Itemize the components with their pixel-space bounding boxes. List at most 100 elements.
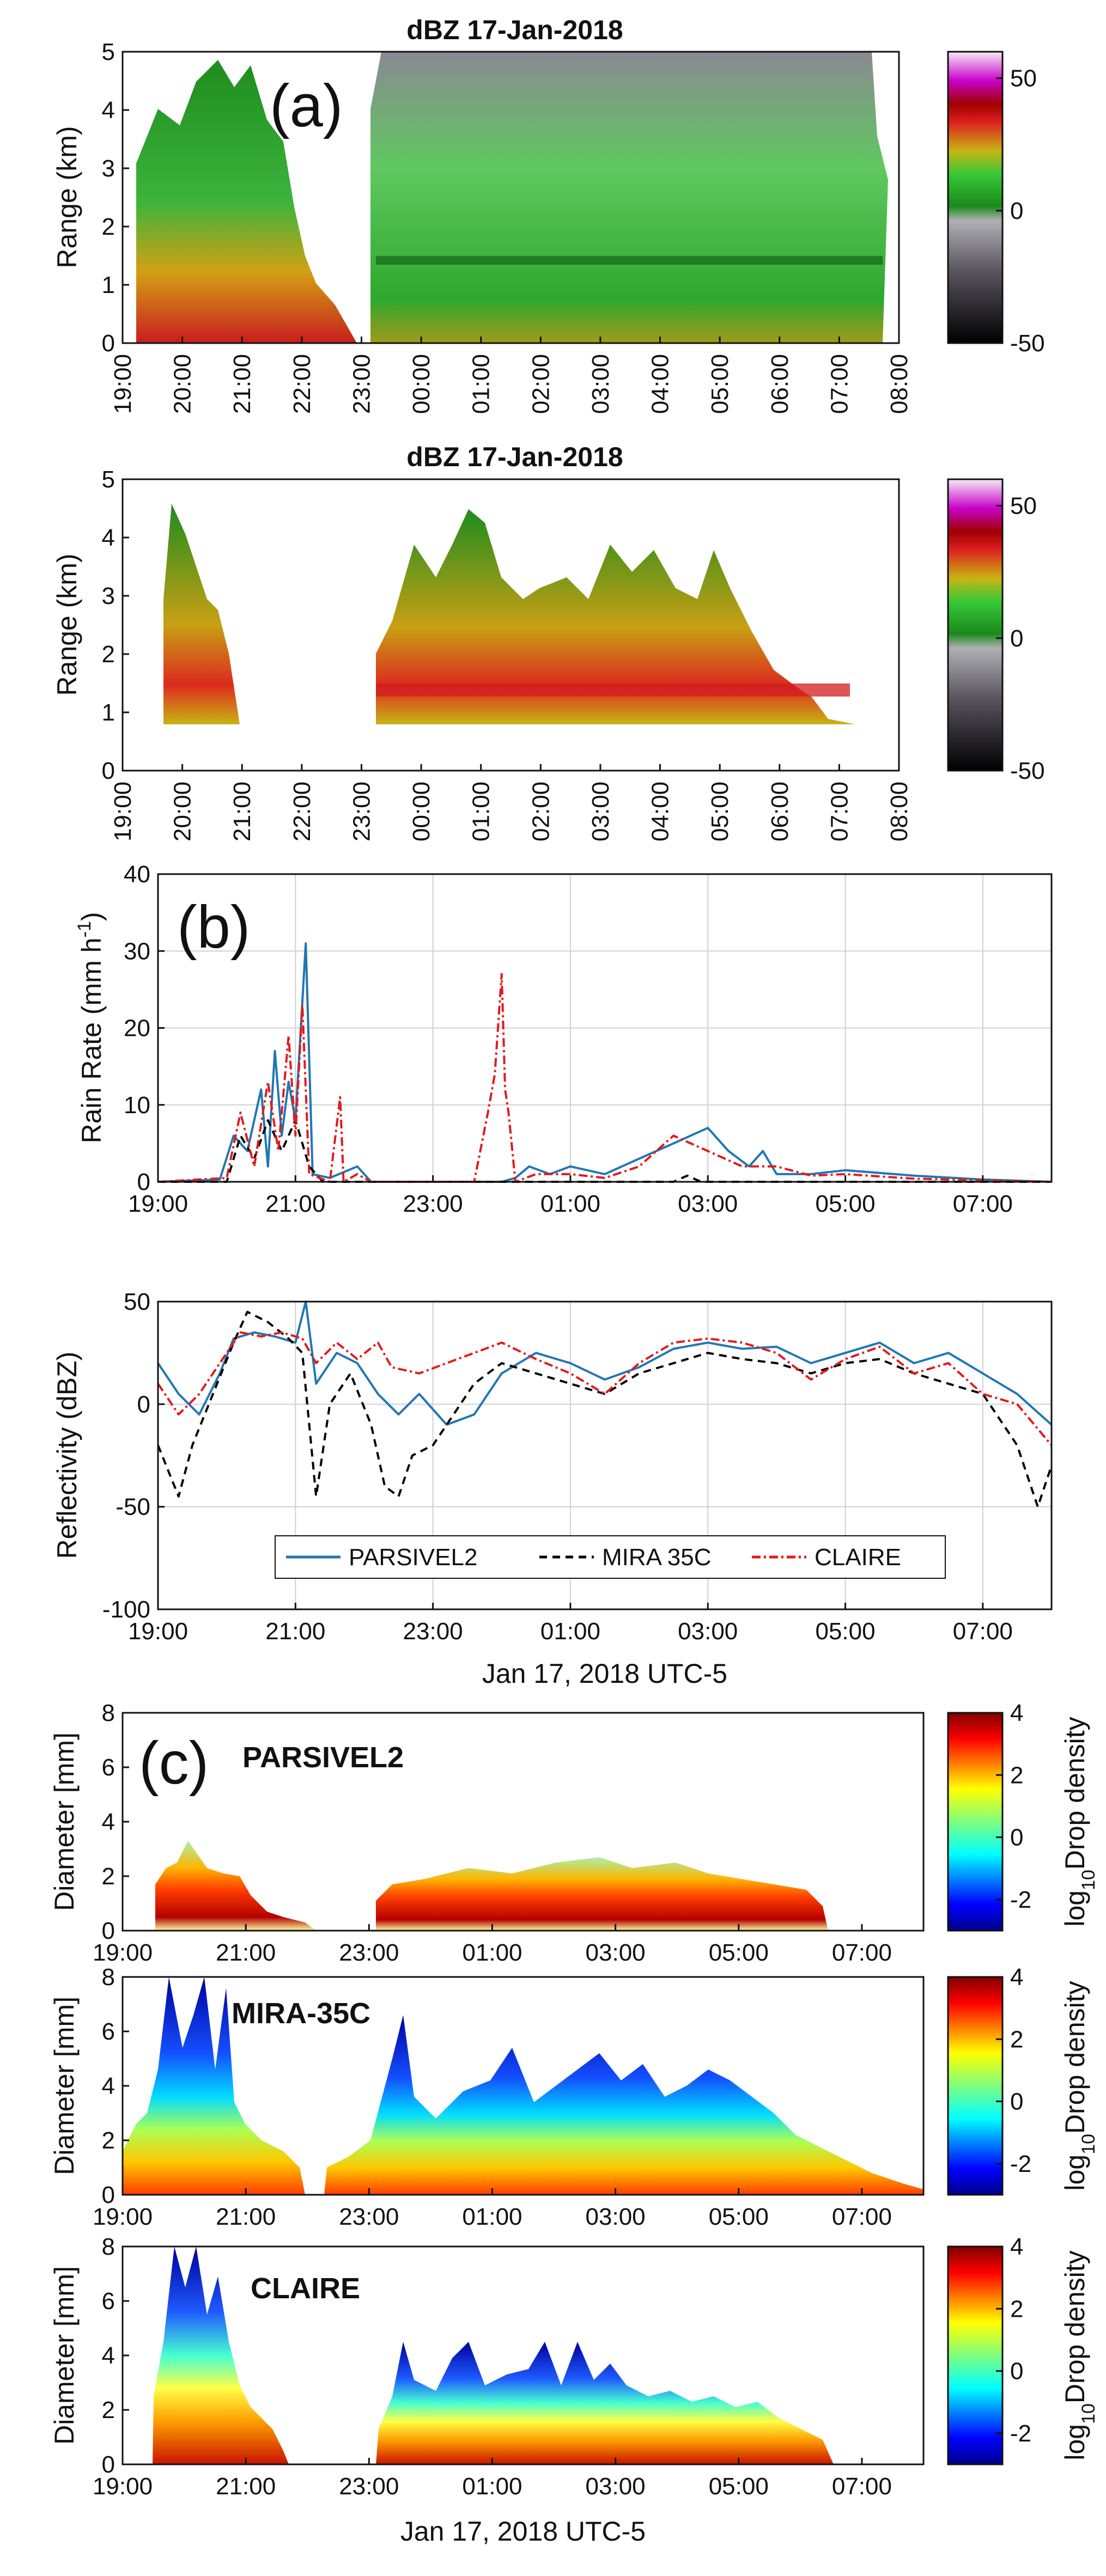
b2-xtick-label: 21:00	[265, 1618, 325, 1645]
a1-cbtick-label: 50	[1010, 65, 1037, 92]
c2-y-axis: 0 2 4 6 8	[102, 1964, 129, 2208]
a2-echo-overnight	[376, 509, 855, 724]
a2-bright-band	[376, 683, 850, 697]
b2-series-claire	[157, 1331, 1053, 1446]
a1-ytick-label: 3	[102, 155, 115, 182]
panel-c3: CLAIRE Diameter [mm] 0 2 4 6 8 19:00 21:00 23:…	[49, 2233, 1099, 2547]
c3-inset-label: CLAIRE	[251, 2272, 360, 2305]
b2-ytick-label: -100	[102, 1596, 150, 1623]
b2-series	[157, 1301, 1053, 1508]
a1-frame	[121, 51, 900, 344]
c3-ytick-label: 8	[102, 2233, 115, 2260]
a1-ytick-label: 5	[102, 39, 115, 65]
c3-cbtick-label: 2	[1010, 2296, 1023, 2322]
c1-xtick-label: 19:00	[93, 1939, 153, 1966]
b1-ylabel: Rain Rate (mm h-1)	[74, 912, 107, 1144]
panel-b1: (b) Rain Rate (mm h-1) 0 10 20 30 40 19:00 21…	[74, 861, 1053, 1217]
a1-xtick-label: 21:00	[229, 354, 256, 414]
a2-cbtick-label: 0	[1010, 625, 1023, 652]
a1-xtick-label: 01:00	[468, 354, 495, 414]
b1-xtick-label: 19:00	[128, 1191, 188, 1217]
c1-x-axis: 19:00 21:00 23:00 01:00 03:00 05:00 07:00	[93, 1924, 892, 1966]
a2-xtick-label: 08:00	[886, 782, 913, 841]
a1-x-axis: 19:00 20:00 21:00 22:00 23:00 00:00 01:00 02:00…	[110, 337, 913, 414]
a2-xtick-label: 03:00	[587, 782, 614, 841]
c3-xlabel: Jan 17, 2018 UTC-5	[400, 2516, 646, 2547]
c1-xtick-label: 21:00	[216, 1939, 276, 1966]
b2-xtick-label: 07:00	[953, 1618, 1013, 1645]
a1-colorbar-ticks: 50 0 -50	[996, 65, 1045, 357]
c3-ylabel: Diameter [mm]	[49, 2266, 80, 2445]
b1-series	[157, 942, 1052, 1183]
panel-a2: dBZ 17-Jan-2018 Range (km) 0 1 2 3 4 5 19:00 2…	[52, 442, 1045, 841]
c3-rain-evening	[153, 2247, 289, 2464]
c3-colorbar-label: log10Drop density	[1060, 2250, 1099, 2460]
b2-y-axis: -100 -50 0 50	[102, 1289, 165, 1623]
b1-series-claire	[157, 973, 1052, 1183]
c3-ytick-label: 6	[102, 2288, 115, 2315]
a2-xtick-label: 20:00	[169, 782, 196, 841]
a1-xtick-label: 22:00	[289, 354, 315, 414]
c2-xtick-label: 05:00	[709, 2203, 769, 2230]
b1-series-mira-35c	[158, 1119, 1052, 1183]
a2-xtick-label: 22:00	[289, 782, 315, 841]
c3-xtick-label: 21:00	[216, 2473, 276, 2500]
c1-cbtick-label: 2	[1010, 1762, 1023, 1788]
a2-xtick-label: 21:00	[229, 782, 256, 841]
a2-ytick-label: 5	[102, 466, 115, 493]
a1-echo-evening	[136, 60, 357, 343]
c2-inset-label: MIRA-35C	[232, 1997, 370, 2030]
b2-xtick-label: 03:00	[678, 1618, 738, 1645]
panel-c2: MIRA-35C Diameter [mm] 0 2 4 6 8 19:00 21:00 2…	[49, 1964, 1099, 2230]
c1-ytick-label: 0	[102, 1918, 115, 1944]
a2-ylabel: Range (km)	[52, 553, 82, 695]
a1-ytick-label: 1	[102, 272, 115, 298]
a1-xtick-label: 23:00	[348, 354, 375, 414]
a1-xtick-label: 03:00	[587, 354, 614, 414]
a2-ytick-label: 4	[102, 524, 115, 551]
a2-x-axis: 19:00 20:00 21:00 22:00 23:00 00:00 01:00 02:00…	[110, 764, 913, 841]
a1-ytick-label: 4	[102, 97, 115, 124]
a1-xtick-label: 19:00	[110, 354, 136, 414]
a1-xtick-label: 00:00	[408, 354, 435, 414]
a1-xtick-label: 04:00	[647, 354, 674, 414]
c2-xtick-label: 07:00	[832, 2203, 892, 2230]
a1-panel-label: (a)	[270, 72, 343, 139]
a1-xtick-label: 20:00	[169, 354, 196, 414]
c3-xtick-label: 07:00	[832, 2473, 892, 2500]
c3-cbtick-label: 0	[1010, 2358, 1023, 2385]
c2-ylabel: Diameter [mm]	[49, 1997, 80, 2175]
a1-xtick-label: 06:00	[767, 354, 793, 414]
b1-y-axis: 0 10 20 30 40	[124, 861, 165, 1195]
c2-ytick-label: 0	[102, 2182, 115, 2208]
c3-xtick-label: 19:00	[93, 2473, 153, 2500]
c1-ytick-label: 4	[102, 1809, 115, 1835]
b2-xlabel: Jan 17, 2018 UTC-5	[482, 1658, 727, 1689]
b2-xtick-label: 23:00	[403, 1618, 463, 1645]
b1-xtick-label: 23:00	[403, 1191, 463, 1217]
a1-ylabel: Range (km)	[52, 126, 82, 268]
c2-ytick-label: 8	[102, 1964, 115, 1991]
c1-cbtick-label: -2	[1010, 1887, 1031, 1913]
c3-cbtick-label: 4	[1010, 2233, 1023, 2260]
panel-b2: Reflectivity (dBZ) -100 -50 0 50 19:00 21:00…	[52, 1289, 1053, 1689]
b1-xtick-label: 03:00	[678, 1191, 738, 1217]
a1-xtick-label: 05:00	[707, 354, 733, 414]
c3-xtick-label: 01:00	[462, 2473, 522, 2500]
c2-xtick-label: 19:00	[93, 2203, 153, 2230]
c3-ytick-label: 4	[102, 2342, 115, 2369]
c2-ytick-label: 4	[102, 2073, 115, 2099]
a2-title: dBZ 17-Jan-2018	[406, 442, 623, 472]
a1-xtick-label: 02:00	[527, 354, 554, 414]
c3-cbtick-label: -2	[1010, 2420, 1031, 2447]
a1-colorbar	[947, 51, 1004, 344]
c1-ytick-label: 2	[102, 1863, 115, 1890]
c1-cbtick-label: 0	[1010, 1824, 1023, 1851]
a2-xtick-label: 06:00	[767, 782, 793, 841]
b1-xtick-label: 21:00	[265, 1191, 325, 1217]
c2-colorbar-ticks: 4 2 0 -2	[996, 1964, 1031, 2177]
a2-xtick-label: 23:00	[348, 782, 375, 841]
c3-ytick-label: 0	[102, 2451, 115, 2478]
b2-frame	[157, 1301, 1053, 1610]
